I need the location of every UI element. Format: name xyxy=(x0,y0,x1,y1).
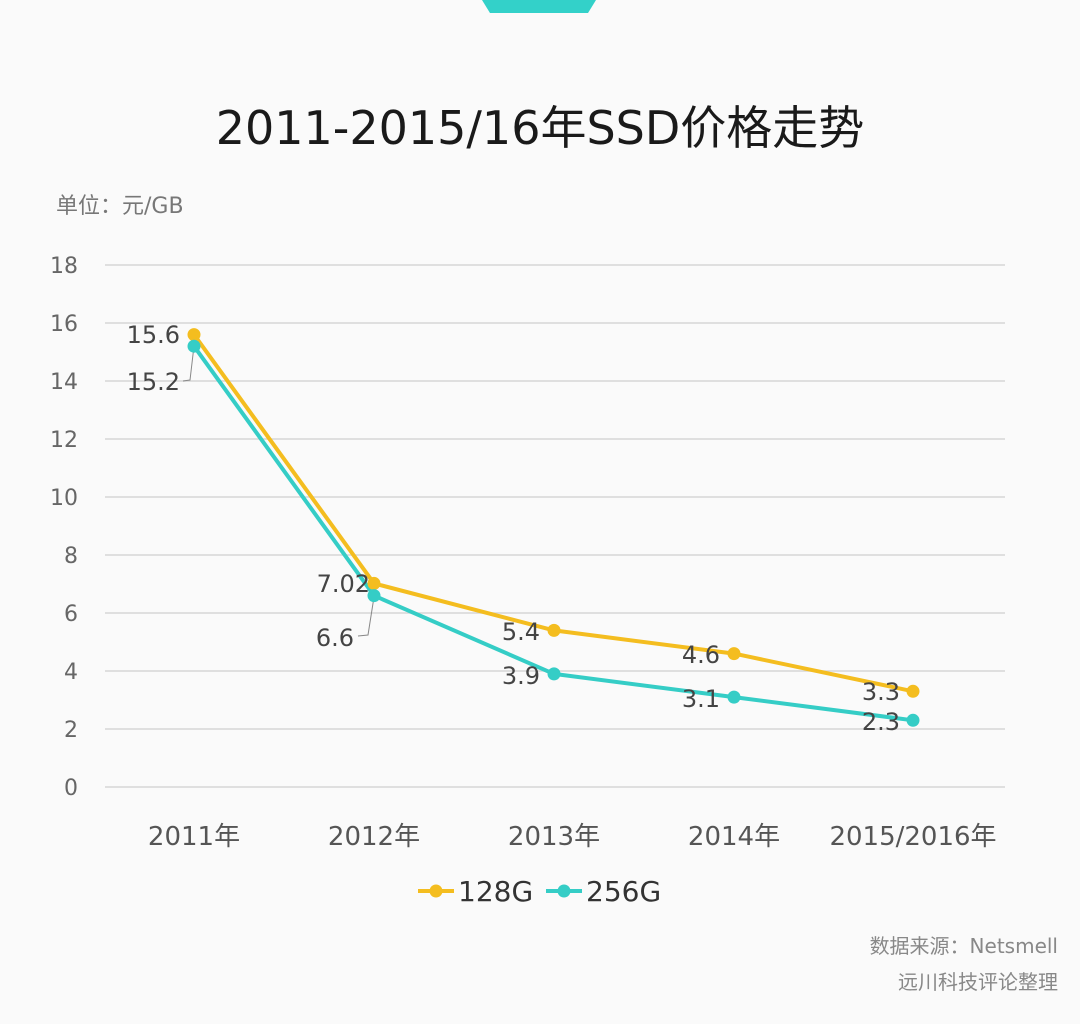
y-tick-label: 0 xyxy=(64,776,78,801)
series-line-256G xyxy=(192,345,914,723)
data-point-256G xyxy=(187,339,201,353)
y-tick-label: 6 xyxy=(64,602,78,627)
data-point-256G xyxy=(547,667,561,681)
data-point-128G xyxy=(727,647,741,661)
credit-line: 远川科技评论整理 xyxy=(898,970,1058,994)
source-line: 数据来源：Netsmell xyxy=(869,934,1058,958)
x-tick-label: 2015/2016年 xyxy=(829,822,996,852)
top-tab-decoration xyxy=(482,0,596,13)
x-tick-label: 2014年 xyxy=(688,822,780,852)
y-axis-unit: 单位：元/GB xyxy=(56,194,184,219)
data-point-256G xyxy=(727,690,741,704)
data-point-256G xyxy=(906,713,920,727)
label-leader xyxy=(182,345,195,382)
x-tick-label: 2013年 xyxy=(508,822,600,852)
y-tick-label: 8 xyxy=(64,544,78,569)
data-label-128G: 15.6 xyxy=(127,321,180,349)
legend-label: 256G xyxy=(586,875,661,908)
data-label-128G: 3.3 xyxy=(862,678,900,706)
data-label-256G: 3.1 xyxy=(682,685,720,713)
chart-title: 2011-2015/16年SSD价格走势 xyxy=(215,101,865,155)
y-tick-label: 4 xyxy=(64,660,78,685)
data-point-128G xyxy=(906,684,920,698)
data-point-128G xyxy=(367,576,381,590)
data-point-128G xyxy=(547,623,561,637)
data-point-256G xyxy=(367,589,381,603)
data-label-256G: 15.2 xyxy=(127,368,180,396)
data-label-256G: 6.6 xyxy=(316,624,354,652)
y-tick-label: 18 xyxy=(50,254,78,279)
data-label-128G: 4.6 xyxy=(682,641,720,669)
data-label-128G: 7.02 xyxy=(317,570,370,598)
y-tick-label: 10 xyxy=(50,486,78,511)
source-note: 数据来源：Netsmell 远川科技评论整理 xyxy=(870,928,1058,1000)
data-label-256G: 2.3 xyxy=(862,708,900,736)
y-tick-label: 14 xyxy=(50,370,78,395)
data-point-128G xyxy=(187,328,201,342)
x-tick-label: 2012年 xyxy=(328,822,420,852)
y-tick-label: 16 xyxy=(50,312,78,337)
x-tick-label: 2011年 xyxy=(148,822,240,852)
data-label-256G: 3.9 xyxy=(502,662,540,690)
label-leader xyxy=(357,596,375,637)
y-tick-label: 2 xyxy=(64,718,78,743)
y-tick-label: 12 xyxy=(50,428,78,453)
legend-marker-256G xyxy=(557,884,571,898)
legend-marker-128G xyxy=(429,884,443,898)
data-label-128G: 5.4 xyxy=(502,618,540,646)
legend-label: 128G xyxy=(458,875,533,908)
series-line-128G xyxy=(192,333,914,694)
